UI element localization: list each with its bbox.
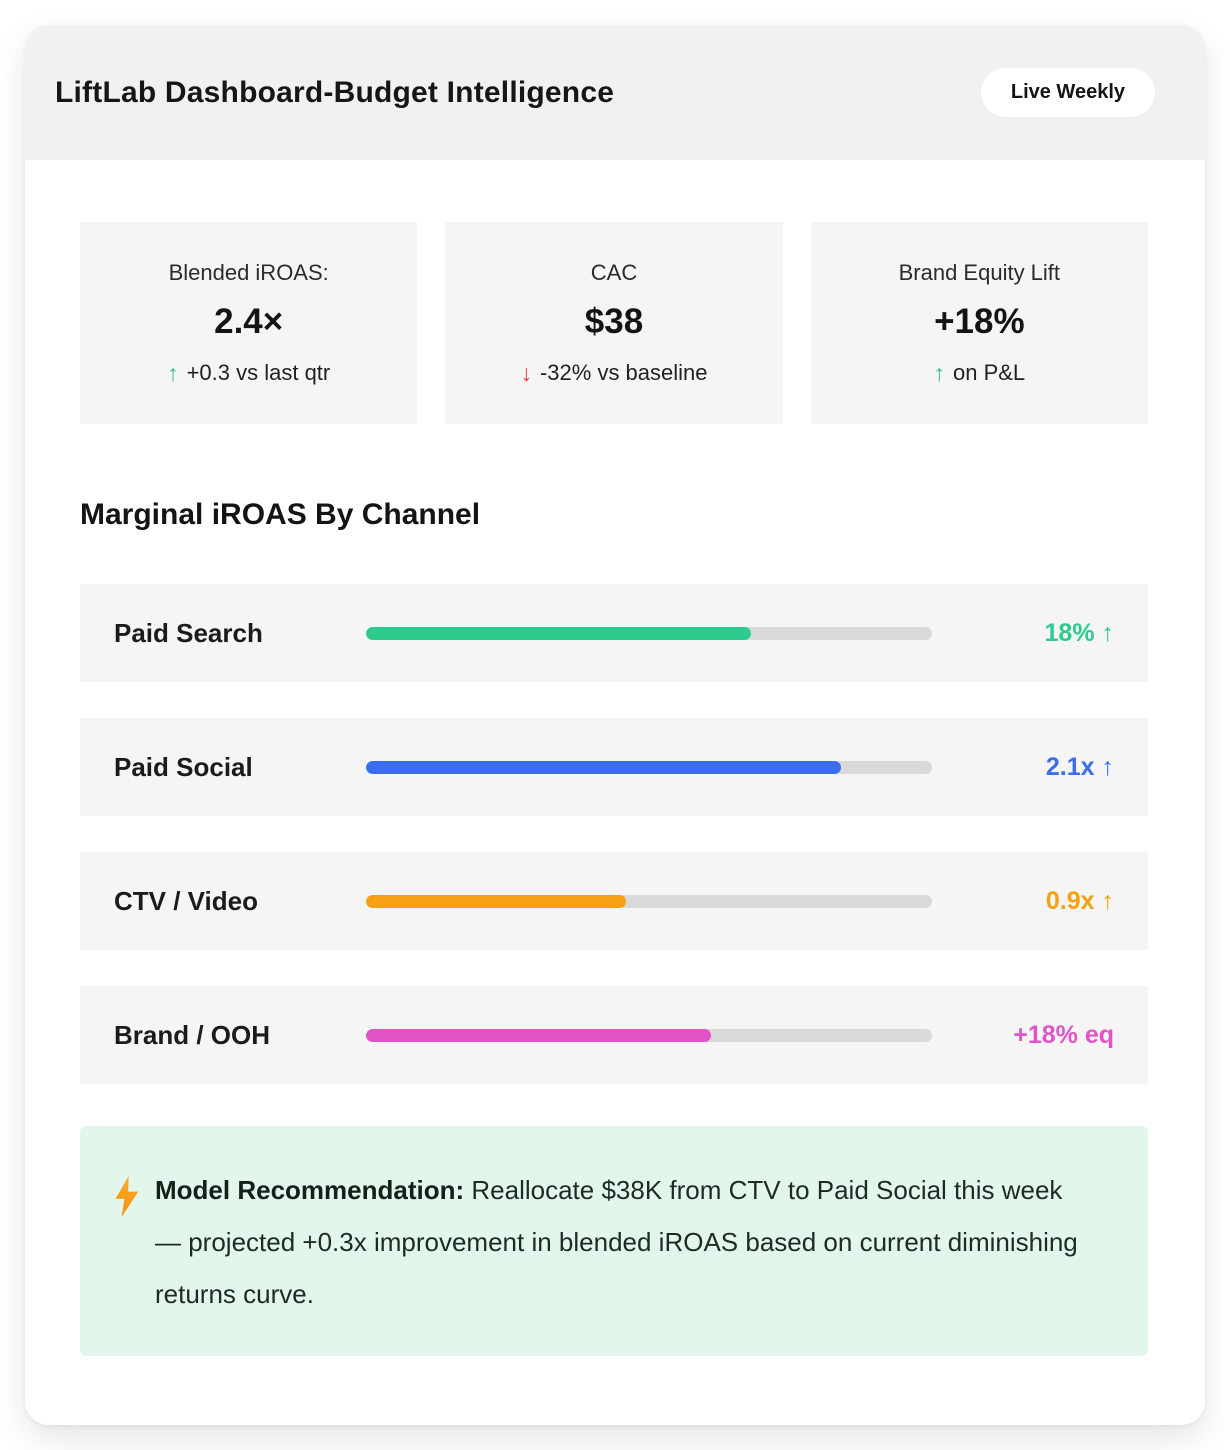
content: Blended iROAS: 2.4× ↑ +0.3 vs last qtr C… [25, 222, 1205, 1356]
header: LiftLab Dashboard-Budget Intelligence Li… [25, 25, 1205, 160]
recommendation-body: Reallocate $38K from CTV to Paid Social … [155, 1175, 1078, 1309]
recommendation-banner: Model Recommendation: Reallocate $38K fr… [80, 1126, 1148, 1356]
kpi-card: CAC $38 ↓ -32% vs baseline [445, 222, 783, 424]
channel-bar-fill [366, 894, 627, 908]
channel-value: +18% eq [1013, 1020, 1114, 1049]
kpi-delta: ↑ +0.3 vs last qtr [167, 360, 330, 387]
kpi-label: Brand Equity Lift [898, 259, 1061, 285]
trend-arrow-icon: ↓ [520, 359, 532, 386]
channel-bar-track [366, 626, 932, 640]
channel-row: CTV / Video 0.9x ↑ [80, 852, 1148, 950]
channel-list: Paid Search 18% ↑ Paid Social 2.1x ↑ CTV… [80, 584, 1148, 1084]
lightning-icon [113, 1176, 142, 1217]
channel-label: Paid Social [114, 751, 253, 782]
kpi-grid: Blended iROAS: 2.4× ↑ +0.3 vs last qtr C… [80, 222, 1148, 424]
channel-label: CTV / Video [114, 885, 258, 916]
channel-bar-fill [366, 626, 751, 640]
channel-row: Brand / OOH +18% eq [80, 986, 1148, 1084]
channel-value: 2.1x ↑ [1045, 752, 1114, 781]
live-weekly-badge[interactable]: Live Weekly [980, 68, 1155, 117]
channel-bar-fill [366, 1028, 712, 1042]
kpi-value: 2.4× [214, 301, 284, 341]
trend-arrow-icon: ↑ [167, 359, 179, 386]
channel-value: 18% ↑ [1044, 618, 1114, 647]
channel-bar-track [366, 1028, 932, 1042]
kpi-delta-text: on P&L [952, 360, 1026, 385]
kpi-card: Blended iROAS: 2.4× ↑ +0.3 vs last qtr [80, 222, 418, 424]
trend-arrow-icon: ↑ [933, 359, 945, 386]
channel-row: Paid Search 18% ↑ [80, 584, 1148, 682]
channel-label: Paid Search [114, 617, 263, 648]
channel-bar-track [366, 894, 932, 908]
kpi-delta: ↑ on P&L [933, 360, 1025, 387]
kpi-delta-text: +0.3 vs last qtr [186, 360, 331, 385]
kpi-label: Blended iROAS: [168, 259, 329, 285]
recommendation-text: Model Recommendation: Reallocate $38K fr… [155, 1164, 1085, 1320]
kpi-value: +18% [934, 301, 1025, 341]
section-title: Marginal iROAS By Channel [80, 498, 481, 531]
channel-row: Paid Social 2.1x ↑ [80, 718, 1148, 816]
channel-bar-fill [366, 760, 842, 774]
channel-label: Brand / OOH [114, 1019, 271, 1050]
dashboard-card: LiftLab Dashboard-Budget Intelligence Li… [25, 25, 1205, 1425]
recommendation-title: Model Recommendation: [155, 1175, 465, 1205]
kpi-value: $38 [584, 301, 644, 341]
kpi-delta-text: -32% vs baseline [539, 360, 708, 385]
channel-value: 0.9x ↑ [1045, 886, 1114, 915]
channel-bar-track [366, 760, 932, 774]
page-title: LiftLab Dashboard-Budget Intelligence [55, 75, 615, 109]
kpi-delta: ↓ -32% vs baseline [520, 360, 707, 387]
kpi-label: CAC [590, 259, 638, 285]
kpi-card: Brand Equity Lift +18% ↑ on P&L [810, 222, 1148, 424]
